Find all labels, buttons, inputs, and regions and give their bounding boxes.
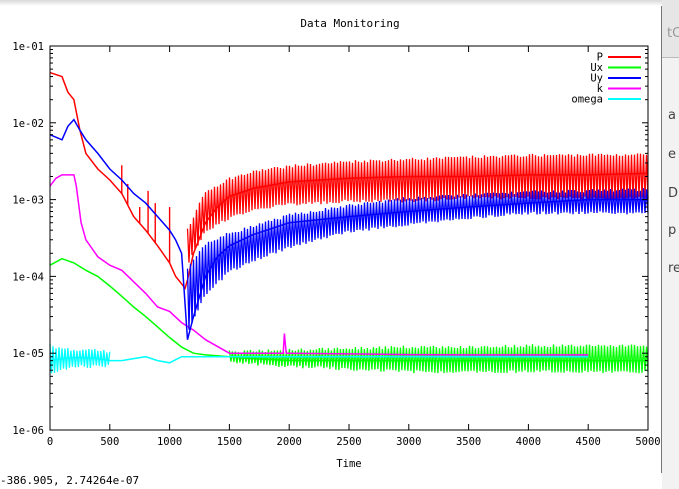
plot-frame <box>49 45 649 431</box>
chart-title: Data Monitoring <box>300 17 400 30</box>
y-tick-label: 1e-01 <box>12 41 44 53</box>
x-tick-label: 1000 <box>157 436 182 448</box>
x-tick-label: 0 <box>47 436 53 448</box>
x-tick-label: 4000 <box>516 436 541 448</box>
series-omega <box>49 344 589 374</box>
y-tick-label: 1e-03 <box>12 195 44 207</box>
series-Uy-band <box>186 188 649 330</box>
y-tick-label: 1e-05 <box>12 348 44 360</box>
legend-label-Ux: Ux <box>590 62 603 74</box>
legend-label-k: k <box>597 83 604 95</box>
status-bar: -386.905, 2.74264e-07 <box>0 473 662 489</box>
background-window-text: a <box>668 108 676 123</box>
series-P <box>49 71 649 290</box>
series-P-band <box>186 153 649 263</box>
x-tick-label: 3000 <box>396 436 421 448</box>
series-omega-line <box>49 355 589 364</box>
background-window-text: e <box>668 147 676 162</box>
series-P-line <box>49 71 649 290</box>
series-layer <box>49 71 649 374</box>
x-tick-label: 3500 <box>456 436 481 448</box>
background-window-text: re <box>668 261 679 276</box>
y-tick-label: 1e-02 <box>12 118 44 130</box>
x-tick-label: 1500 <box>217 436 242 448</box>
series-Ux <box>49 257 649 374</box>
x-tick-label: 500 <box>100 436 119 448</box>
chart[interactable]: 0 500 1000 1500 2000 2500 3000 3500 4000 4500 5000… <box>0 0 662 472</box>
series-k <box>49 174 589 356</box>
series-Ux-band <box>228 344 649 374</box>
legend-label-Uy: Uy <box>590 73 603 85</box>
legend-label-P: P <box>597 52 603 64</box>
plot-window[interactable]: Data Monitoring 0 500 1000 1500 2000 2500 3000… <box>0 0 662 489</box>
background-window-text: tC <box>667 26 679 41</box>
x-tick-label: 4500 <box>576 436 601 448</box>
series-k-line <box>49 174 589 356</box>
legend-label-omega: omega <box>571 94 603 106</box>
series-Uy-line <box>49 118 648 340</box>
ticks-layer: 0 500 1000 1500 2000 2500 3000 3500 4000 4500 5000… <box>12 41 660 448</box>
background-window-text: p <box>668 223 677 238</box>
series-Ux-line <box>49 257 648 362</box>
background-window-text: D <box>668 186 679 201</box>
x-axis-label: Time <box>336 458 361 470</box>
y-tick-label: 1e-04 <box>12 271 44 283</box>
y-tick-label: 1e-06 <box>12 425 44 437</box>
cursor-coordinates: -386.905, 2.74264e-07 <box>0 474 140 487</box>
series-omega-band <box>49 344 111 374</box>
series-Uy <box>49 118 649 340</box>
x-tick-label: 5000 <box>635 436 660 448</box>
x-tick-label: 2500 <box>336 436 361 448</box>
x-tick-label: 2000 <box>277 436 302 448</box>
